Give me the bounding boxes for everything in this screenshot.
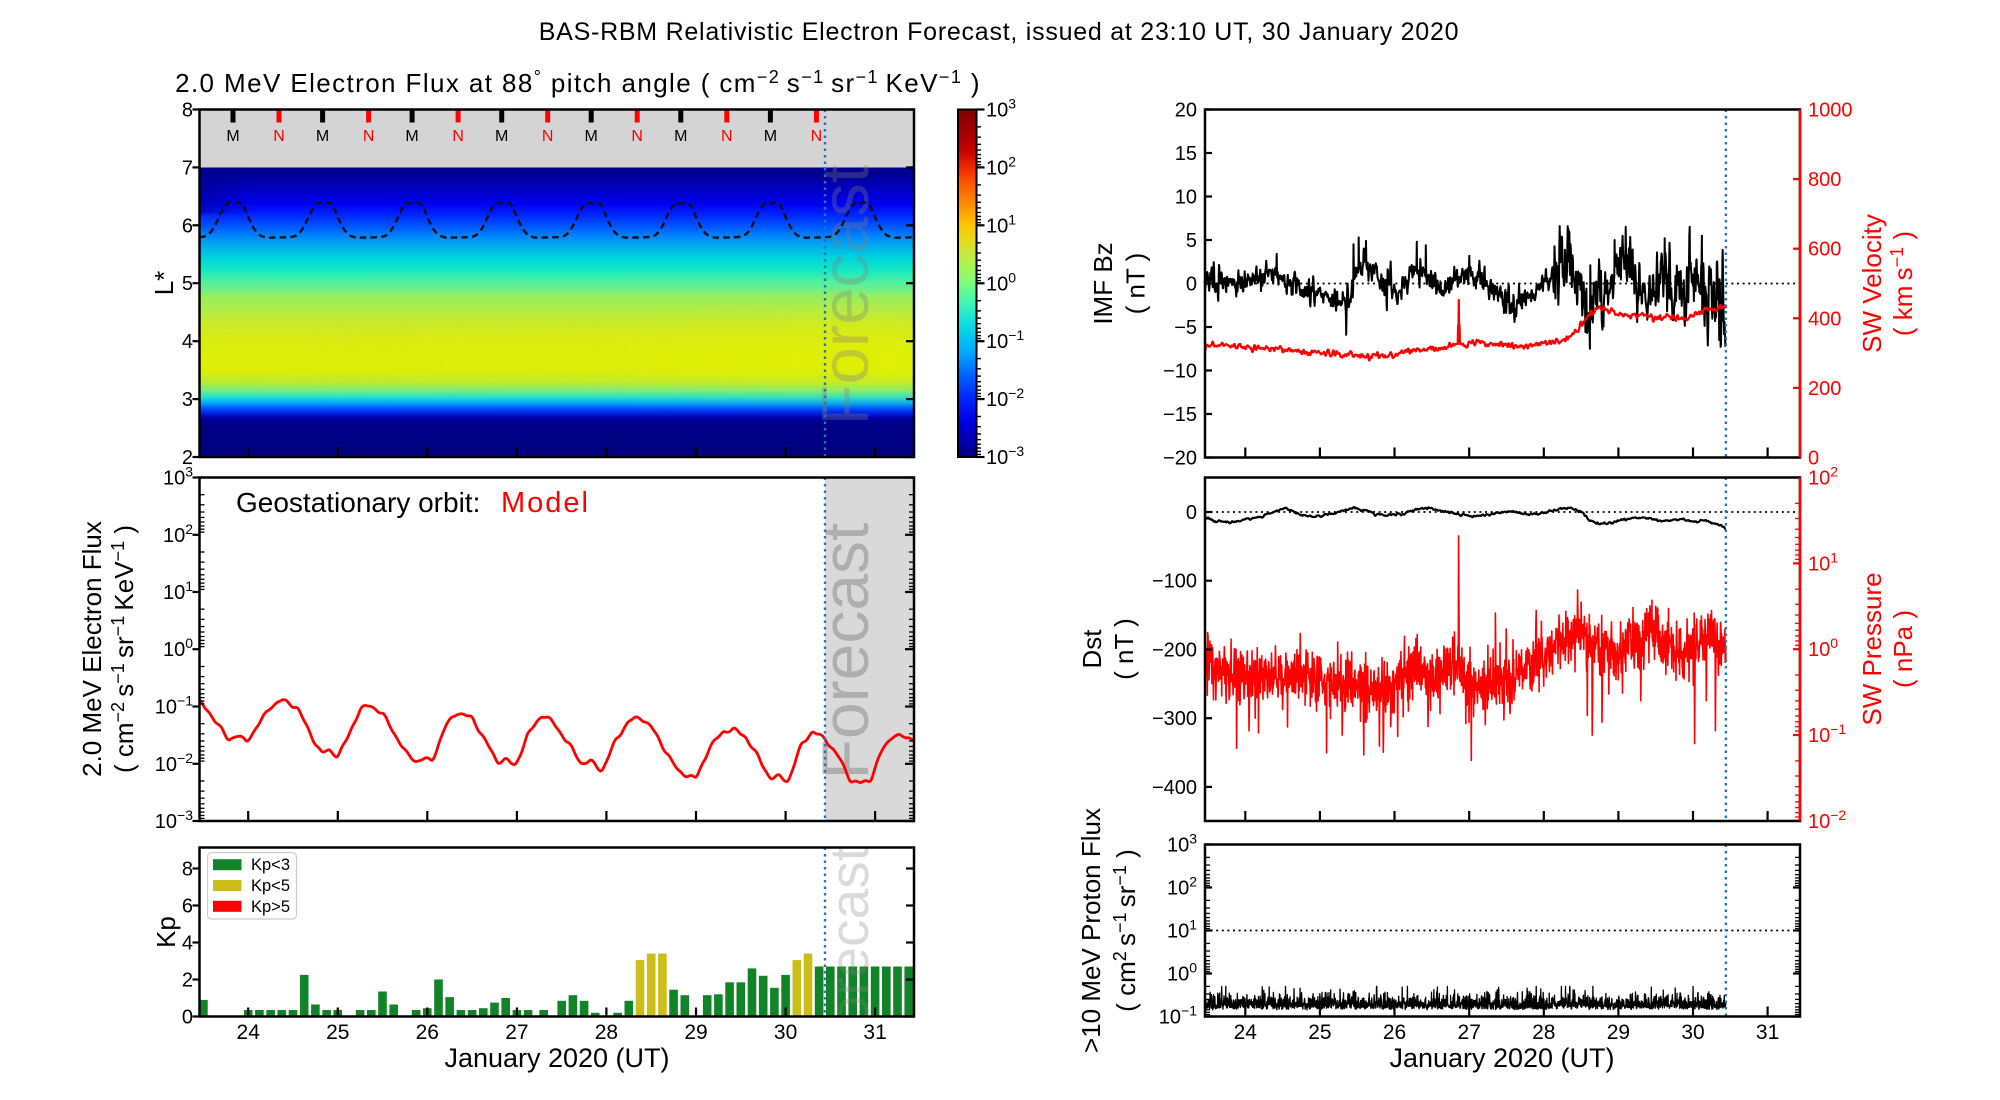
svg-text:5: 5 [182,273,193,295]
svg-text:28: 28 [1532,1021,1555,1044]
svg-text:N: N [452,128,464,145]
svg-text:10−3: 10−3 [155,807,193,833]
svg-text:IMF Bz: IMF Bz [1088,242,1118,324]
svg-text:20: 20 [1175,100,1197,122]
svg-text:N: N [811,128,823,145]
svg-text:Forecast: Forecast [818,846,880,1060]
svg-text:( cm−2 s−1 sr−1 KeV−1 ): ( cm−2 s−1 sr−1 KeV−1 ) [108,525,139,773]
svg-text:N: N [631,128,643,145]
svg-text:( nT ): ( nT ) [1121,253,1151,315]
svg-text:N: N [542,128,554,145]
svg-text:1000: 1000 [1808,100,1853,122]
svg-text:Geostationary orbit:: Geostationary orbit: [236,487,480,518]
svg-text:0: 0 [1808,448,1819,470]
svg-text:M: M [495,128,508,145]
svg-text:SW Velocity: SW Velocity [1857,214,1887,353]
svg-text:30: 30 [1681,1021,1704,1044]
svg-text:6: 6 [182,896,193,918]
svg-text:29: 29 [684,1021,707,1044]
svg-text:8: 8 [182,859,193,881]
svg-text:( cm2 s−1 sr−1 ): ( cm2 s−1 sr−1 ) [1110,849,1141,1012]
svg-text:Kp>5: Kp>5 [251,898,290,916]
svg-text:24: 24 [237,1021,261,1044]
svg-text:N: N [363,128,375,145]
svg-text:4: 4 [182,331,193,353]
svg-text:M: M [585,128,598,145]
svg-text:Dst: Dst [1077,629,1107,669]
svg-text:Forecast: Forecast [808,164,883,425]
svg-text:( nT ): ( nT ) [1109,618,1139,680]
svg-text:( km s−1 ): ( km s−1 ) [1887,231,1918,336]
svg-text:−100: −100 [1152,571,1197,593]
svg-text:Kp<5: Kp<5 [251,877,290,895]
svg-text:2.0 MeV Electron Flux at 88° p: 2.0 MeV Electron Flux at 88° pitch angle… [175,67,981,98]
svg-text:January 2020 (UT): January 2020 (UT) [1389,1043,1614,1073]
svg-text:2: 2 [182,447,193,469]
svg-text:Forecast: Forecast [808,523,882,780]
svg-text:27: 27 [505,1021,528,1044]
svg-text:29: 29 [1607,1021,1630,1044]
svg-text:600: 600 [1808,239,1841,261]
svg-text:0: 0 [1186,274,1197,296]
svg-text:200: 200 [1808,378,1841,400]
svg-text:31: 31 [863,1021,886,1044]
svg-text:0: 0 [1186,502,1197,524]
svg-text:26: 26 [1383,1021,1406,1044]
svg-text:100: 100 [1167,960,1197,986]
svg-text:N: N [273,128,285,145]
svg-text:M: M [226,128,239,145]
svg-text:−200: −200 [1152,640,1197,662]
svg-text:Kp<3: Kp<3 [251,856,290,874]
svg-text:N: N [721,128,733,145]
svg-text:−10: −10 [1163,361,1197,383]
svg-text:M: M [764,128,777,145]
svg-text:30: 30 [774,1021,797,1044]
svg-text:M: M [674,128,687,145]
svg-text:31: 31 [1756,1021,1779,1044]
svg-text:0: 0 [182,1007,193,1029]
svg-text:−15: −15 [1163,404,1197,426]
svg-text:800: 800 [1808,169,1841,191]
svg-text:25: 25 [1308,1021,1331,1044]
svg-text:4: 4 [182,933,193,955]
svg-text:10−3: 10−3 [986,443,1024,469]
svg-text:−400: −400 [1152,777,1197,799]
svg-text:2.0 MeV Electron Flux: 2.0 MeV Electron Flux [77,521,107,777]
svg-text:10: 10 [1175,187,1197,209]
svg-text:25: 25 [326,1021,349,1044]
svg-text:24: 24 [1234,1021,1258,1044]
svg-text:28: 28 [595,1021,618,1044]
svg-text:400: 400 [1808,308,1841,330]
svg-text:Kp: Kp [151,916,181,948]
svg-text:8: 8 [182,100,193,122]
svg-text:26: 26 [416,1021,439,1044]
svg-text:3: 3 [182,389,193,411]
svg-text:>10 MeV Proton Flux: >10 MeV Proton Flux [1076,808,1106,1053]
svg-text:January 2020 (UT): January 2020 (UT) [444,1043,669,1073]
svg-text:2: 2 [182,970,193,992]
svg-text:SW Pressure: SW Pressure [1857,572,1887,725]
svg-text:M: M [316,128,329,145]
svg-text:BAS-RBM Relativistic Electron: BAS-RBM Relativistic Electron Forecast, … [539,18,1460,46]
svg-text:7: 7 [182,157,193,179]
svg-text:M: M [405,128,418,145]
svg-text:5: 5 [1186,230,1197,252]
svg-text:−20: −20 [1163,448,1197,470]
svg-text:15: 15 [1175,143,1197,165]
svg-text:27: 27 [1458,1021,1481,1044]
svg-text:−5: −5 [1174,317,1197,339]
svg-text:( nPa ): ( nPa ) [1888,610,1918,688]
svg-text:−300: −300 [1152,708,1197,730]
svg-text:L*: L* [149,271,179,296]
svg-text:6: 6 [182,215,193,237]
svg-text:Model: Model [501,487,590,519]
